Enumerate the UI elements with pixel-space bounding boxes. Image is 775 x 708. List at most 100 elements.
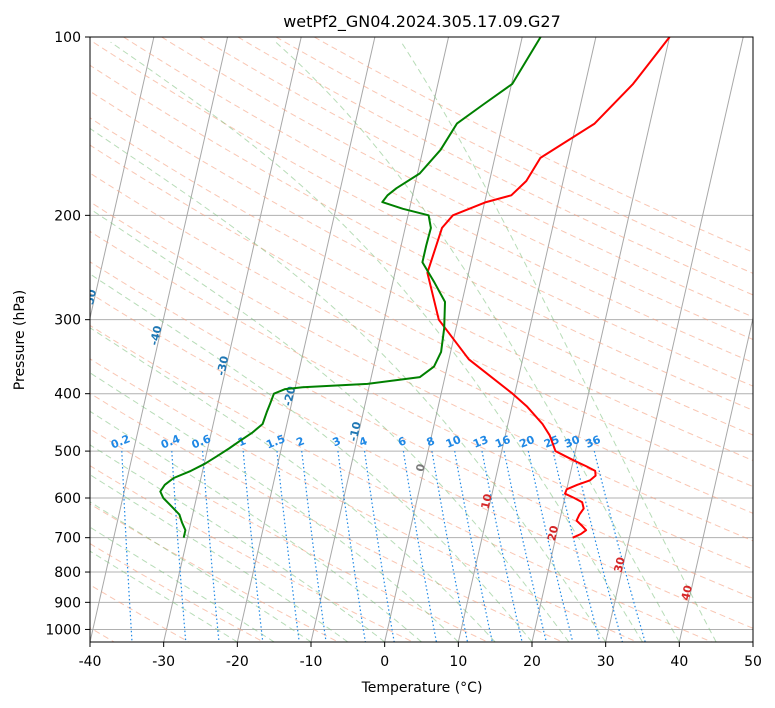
mixing-ratio-line <box>301 451 327 642</box>
y-tick-label: 700 <box>54 531 81 547</box>
mixing-ratio-label: 4 <box>357 434 369 449</box>
mixing-ratio-label: 30 <box>563 433 582 451</box>
x-tick-label: 10 <box>449 654 467 670</box>
mixing-ratio-line <box>572 450 623 642</box>
x-tick-label: 0 <box>380 654 389 670</box>
y-tick-label: 500 <box>54 444 81 460</box>
mixing-ratio-line <box>276 451 300 642</box>
moist-adiabat-line <box>90 327 496 642</box>
x-tick-label: 20 <box>523 654 541 670</box>
y-tick-label: 600 <box>54 491 81 507</box>
mixing-ratio-label: 16 <box>493 433 512 451</box>
dry-adiabat-label: -60 <box>19 241 36 264</box>
mixing-ratio-line <box>552 450 601 642</box>
dry-adiabat-line <box>90 358 638 642</box>
dry-adiabat-line <box>90 392 563 642</box>
dry-adiabat-label: -50 <box>82 288 99 311</box>
dry-adiabat-line <box>237 37 753 296</box>
mixing-ratio-label: 1 <box>236 434 248 449</box>
dry-adiabat-label: 30 <box>612 556 628 574</box>
x-tick-label: 40 <box>670 654 688 670</box>
y-tick-label: 900 <box>54 595 81 611</box>
x-tick-label: 30 <box>597 654 615 670</box>
dry-adiabat-line <box>90 144 753 488</box>
mixing-ratio-label: 10 <box>444 433 463 451</box>
temperature-profile <box>426 37 671 539</box>
mixing-ratio-line <box>454 451 493 642</box>
mixing-ratio-line <box>503 450 547 642</box>
moist-adiabat-line <box>90 273 533 642</box>
dry-adiabat-line <box>90 39 753 387</box>
moist-adiabat-line <box>110 41 643 642</box>
moist-adiabat-line <box>90 474 349 642</box>
moist-adiabat-line <box>90 372 459 642</box>
moist-adiabat-line <box>90 410 422 642</box>
mixing-ratio-label: 8 <box>425 434 437 449</box>
dry-adiabat-line <box>90 324 712 642</box>
mixing-ratio-label: 0.2 <box>109 432 132 451</box>
x-axis-label: Temperature (°C) <box>361 680 483 696</box>
mixing-ratio-label: 13 <box>471 433 490 451</box>
dry-adiabat-line <box>275 37 753 274</box>
dry-adiabat-line <box>161 37 753 341</box>
isotherm-line <box>678 315 753 642</box>
y-tick-label: 1000 <box>45 622 81 638</box>
moist-adiabat-line <box>90 444 386 642</box>
mixing-ratio-line <box>337 451 366 642</box>
chart-title: wetPf2_GN04.2024.305.17.09.G27 <box>283 12 561 32</box>
x-tick-label: -20 <box>226 654 249 670</box>
dry-adiabat-label: -40 <box>148 324 165 347</box>
y-tick-label: 800 <box>54 565 81 581</box>
mixing-ratio-line <box>171 451 187 642</box>
mixing-ratio-label: 1.5 <box>264 432 287 451</box>
mixing-ratio-line <box>363 451 395 642</box>
dry-adiabat-line <box>90 428 488 642</box>
dry-adiabat-line <box>90 261 753 599</box>
dry-adiabat-line <box>90 90 753 436</box>
dry-adiabat-line <box>90 172 753 514</box>
dry-adiabat-label: -20 <box>281 385 298 408</box>
mixing-ratio-line <box>402 451 437 642</box>
isotherm-line <box>236 37 376 642</box>
isotherm-line <box>605 37 744 642</box>
y-tick-label: 200 <box>54 208 81 224</box>
x-tick-label: -30 <box>152 654 175 670</box>
mixing-ratio-line <box>527 450 574 642</box>
moist-adiabat-line <box>400 41 717 642</box>
dry-adiabat-line <box>90 543 264 642</box>
dry-adiabat-label: 0 <box>414 462 428 473</box>
moist-adiabat-line <box>90 550 238 642</box>
moist-adiabat-line <box>90 526 275 642</box>
isotherm-line <box>163 37 302 642</box>
dry-adiabat-line <box>90 64 753 411</box>
moist-adiabat-line <box>275 41 680 642</box>
x-tick-label: -10 <box>300 654 323 670</box>
dry-adiabat-label: -30 <box>214 354 231 377</box>
dry-adiabat-line <box>90 117 753 462</box>
dry-adiabat-label: 20 <box>545 524 561 542</box>
mixing-ratio-label: 36 <box>583 433 602 451</box>
dry-adiabat-label: 40 <box>679 584 695 602</box>
plot-frame <box>89 36 754 643</box>
mixing-ratio-label: 20 <box>517 433 536 451</box>
mixing-ratio-line <box>593 450 646 642</box>
mixing-ratio-label: 0.4 <box>159 432 182 451</box>
mixing-ratio-line <box>242 451 264 642</box>
dry-adiabat-line <box>90 465 414 642</box>
dewpoint-profile <box>159 37 542 538</box>
mixing-ratio-label: 6 <box>396 434 408 449</box>
dry-adiabat-line <box>313 37 753 253</box>
dry-adiabat-line <box>90 201 753 542</box>
isotherm-line <box>90 37 155 321</box>
moist-adiabat-line <box>90 208 570 642</box>
dry-adiabat-line <box>90 230 753 570</box>
mixing-ratio-label: 2 <box>294 434 306 449</box>
x-tick-label: 50 <box>744 654 762 670</box>
y-tick-label: 100 <box>54 30 81 46</box>
dry-adiabat-line <box>123 37 753 364</box>
mixing-ratio-line <box>481 450 523 642</box>
y-tick-label: 400 <box>54 387 81 403</box>
isotherm-line <box>752 639 753 642</box>
dry-adiabat-line <box>90 292 753 629</box>
